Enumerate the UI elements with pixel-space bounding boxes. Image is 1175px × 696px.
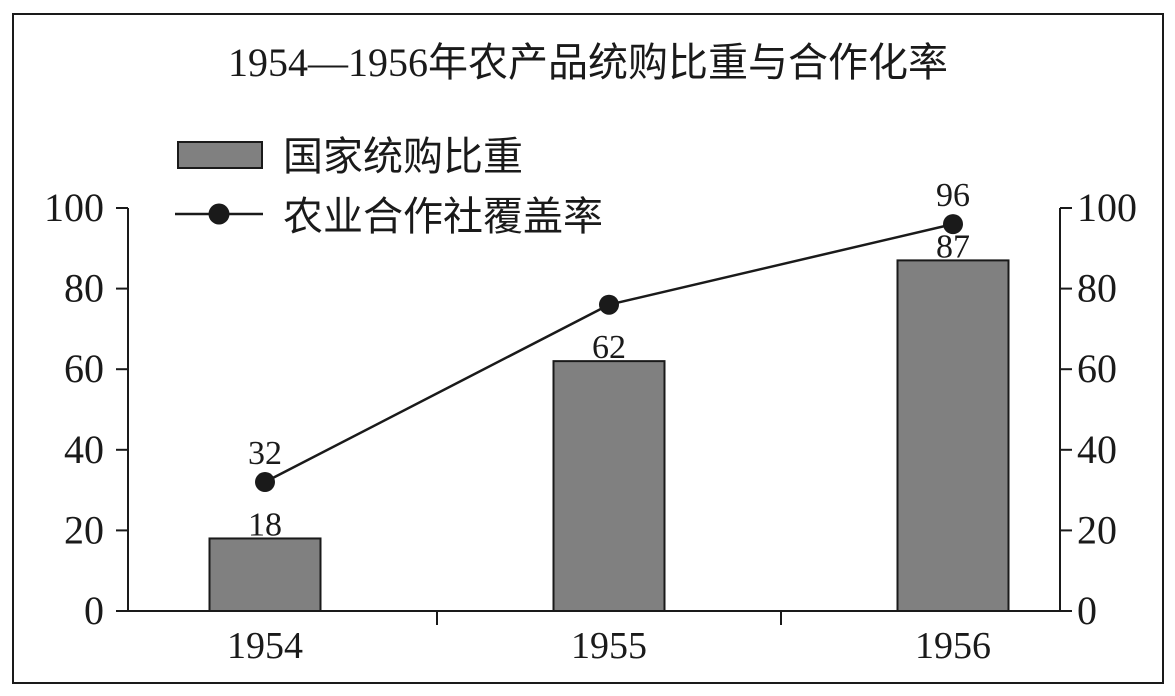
y-tick-label-right: 100 <box>1077 185 1137 230</box>
bar-1954 <box>208 537 322 613</box>
y-tick-label-right: 40 <box>1077 427 1117 472</box>
y-tick-label-left: 60 <box>64 346 104 391</box>
legend-item-bar: 国家统购比重 <box>177 134 523 179</box>
y-tick-label-right: 80 <box>1077 266 1117 311</box>
x-tick-label: 1954 <box>227 625 303 667</box>
bar-1955 <box>552 360 666 613</box>
y-tick-label-right: 0 <box>1077 588 1097 633</box>
bar-1956 <box>896 259 1010 612</box>
y-tick-label-left: 0 <box>84 588 104 633</box>
line-point-1956 <box>943 214 963 235</box>
y-tick-label-right: 20 <box>1077 507 1117 552</box>
legend-label-bar: 国家统购比重 <box>283 134 523 179</box>
legend-item-line: 农业合作社覆盖率 <box>175 194 603 239</box>
x-tick-label: 1955 <box>571 625 647 667</box>
chart-frame <box>12 13 1164 684</box>
chart-title: 1954—1956年农产品统购比重与合作化率 <box>228 40 948 85</box>
y-tick-label-right: 60 <box>1077 346 1117 391</box>
line-label-1954: 32 <box>248 435 282 472</box>
legend-label-line: 农业合作社覆盖率 <box>283 194 603 239</box>
line-label-1956: 96 <box>936 177 970 214</box>
legend-swatch-bar <box>177 141 263 169</box>
bar-label-1955: 62 <box>592 329 626 366</box>
x-tick-label: 1956 <box>915 625 991 667</box>
legend-marker <box>208 203 230 225</box>
legend: 国家统购比重 农业合作社覆盖率 <box>175 134 603 239</box>
y-tick-label-left: 20 <box>64 507 104 552</box>
y-tick-label-left: 80 <box>64 266 104 311</box>
bar-label-1954: 18 <box>248 506 282 543</box>
line-point-1954 <box>255 472 275 493</box>
bar-label-1956: 87 <box>936 228 970 265</box>
chart-marks: 0 20 40 60 80 100 0 20 40 60 80 100 1954 1955 1956 18 62… <box>44 177 1137 667</box>
y-tick-label-left: 40 <box>64 427 104 472</box>
line-point-1955 <box>599 294 619 315</box>
y-tick-label-left: 100 <box>44 185 104 230</box>
